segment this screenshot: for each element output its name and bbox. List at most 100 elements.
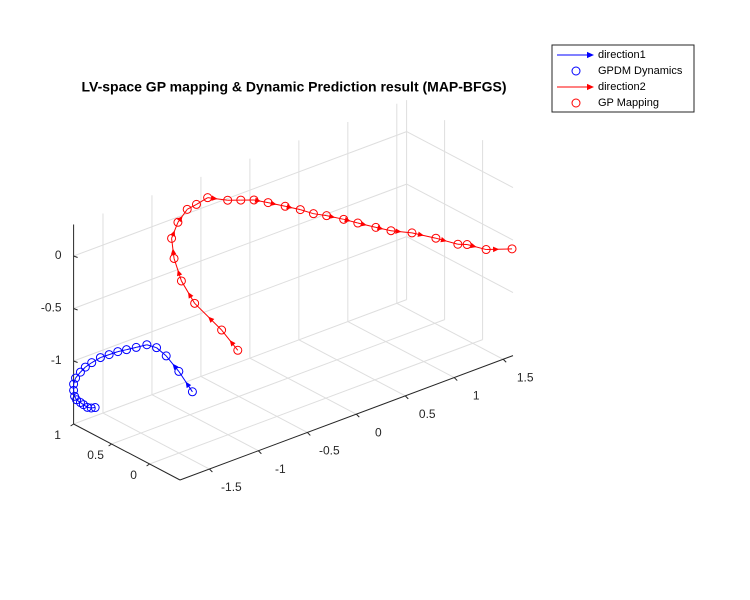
legend-label: GP Mapping <box>598 97 659 109</box>
legend-arrow <box>587 51 594 59</box>
direction-segment <box>136 344 147 348</box>
direction-segment <box>313 213 327 217</box>
arrow-head <box>188 292 194 299</box>
arrow-head <box>211 195 218 201</box>
grid-line <box>406 131 514 189</box>
point-marker <box>249 195 259 205</box>
legend-label: direction1 <box>598 49 646 61</box>
grid-line <box>73 131 407 257</box>
grid-line <box>111 319 445 445</box>
legend-label: direction2 <box>598 81 646 93</box>
direction-segment <box>91 357 101 364</box>
direction-segment <box>300 209 314 215</box>
arrow-head <box>417 231 424 237</box>
grid-line <box>347 321 455 378</box>
legend: direction1 GPDM Dynamics direction2 GP Mapp… <box>551 44 695 113</box>
point-marker <box>80 362 90 372</box>
arrow-head <box>229 340 236 347</box>
point-marker <box>69 379 79 389</box>
point-marker <box>142 340 152 350</box>
point-marker <box>462 240 472 250</box>
direction-segment <box>100 354 110 359</box>
x-tick-label: 1 <box>473 389 480 403</box>
y-tick-label: 1 <box>54 428 61 442</box>
point-marker <box>173 217 183 227</box>
point-marker <box>75 398 85 408</box>
x-tick-label: 0 <box>375 425 382 439</box>
arrow-head <box>170 248 177 255</box>
z-tick <box>73 308 78 311</box>
legend-marker <box>571 98 581 108</box>
point-marker <box>104 350 114 360</box>
x-tick-label: 1.5 <box>517 370 534 384</box>
arrow-head <box>208 316 215 323</box>
point-marker <box>69 385 79 395</box>
y-tick-label: 0.5 <box>87 448 104 462</box>
y-tick <box>146 463 150 467</box>
arrow-head <box>185 381 192 389</box>
point-marker <box>131 342 141 352</box>
direction-segment <box>73 390 76 397</box>
z-tick-label: -1 <box>51 353 62 367</box>
grid-line <box>102 412 210 470</box>
point-marker <box>87 358 97 368</box>
x-tick-label: -0.5 <box>319 444 340 458</box>
point-marker <box>190 298 200 308</box>
point-marker <box>453 239 463 249</box>
point-marker <box>182 204 192 214</box>
direction-segment <box>74 396 77 401</box>
point-marker <box>233 345 243 355</box>
grid-line <box>73 236 407 362</box>
point-marker <box>95 353 105 363</box>
arrow-head <box>177 269 183 277</box>
point-marker <box>371 222 381 232</box>
legend-marker <box>571 66 581 76</box>
point-marker <box>191 199 201 209</box>
arrow-head <box>493 246 500 253</box>
y-tick <box>108 443 112 447</box>
arrow-head <box>395 228 402 234</box>
y-tick-label: 0 <box>130 468 137 482</box>
direction-segment <box>80 366 86 373</box>
z-tick-label: 0 <box>55 248 62 262</box>
grid-line <box>249 357 357 415</box>
z-tick <box>73 360 78 363</box>
point-marker <box>86 403 96 413</box>
point-marker <box>75 367 85 377</box>
grid-line <box>73 183 407 309</box>
chart-title: LV-space GP mapping & Dynamic Prediction… <box>81 79 506 95</box>
point-marker <box>481 245 491 255</box>
point-marker <box>431 233 441 243</box>
direction-segment <box>186 203 197 210</box>
point-marker <box>386 226 396 236</box>
point-marker <box>353 218 363 228</box>
x-tick <box>502 358 507 363</box>
point-marker <box>122 345 132 355</box>
point-marker <box>407 228 417 238</box>
y-tick <box>70 423 74 427</box>
direction-segment <box>73 377 77 385</box>
arrow-head <box>440 237 447 243</box>
z-tick-label: -0.5 <box>41 301 62 315</box>
grid-line <box>151 394 259 452</box>
point-marker <box>167 233 177 243</box>
point-marker <box>176 276 186 286</box>
grid-line <box>396 302 504 360</box>
point-marker <box>71 373 81 383</box>
point-marker <box>263 198 273 208</box>
x-tick <box>355 413 360 418</box>
legend-label: GPDM Dynamics <box>598 65 683 77</box>
direction-segment <box>146 344 157 349</box>
arrow-head <box>172 363 179 370</box>
grid-line <box>406 183 514 241</box>
point-marker <box>169 253 179 263</box>
direction-segment <box>156 347 167 357</box>
point-marker <box>113 347 123 357</box>
x-tick <box>453 377 458 381</box>
direction-segment <box>126 346 137 351</box>
direction-segment <box>87 406 92 409</box>
x-tick <box>209 468 213 473</box>
point-marker <box>280 201 290 211</box>
